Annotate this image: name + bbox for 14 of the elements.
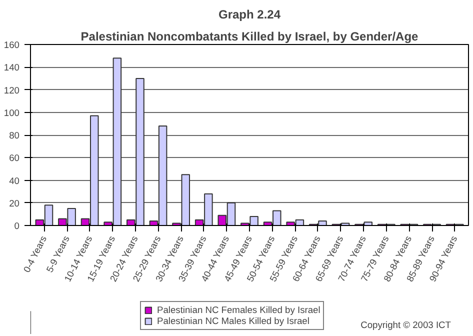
- legend-label: Palestinian NC Males Killed by Israel: [157, 316, 310, 326]
- y-tick-label: 120: [4, 85, 20, 96]
- y-tick-label: 40: [9, 176, 20, 186]
- chart-subtitle: Palestinian Noncombatants Killed by Israel, by Gender/Age: [80, 30, 419, 44]
- y-tick-label: 80: [9, 130, 20, 140]
- y-tick-label: 60: [9, 153, 20, 164]
- y-tick-label: 100: [4, 108, 20, 118]
- y-tick-label: 160: [4, 40, 20, 50]
- y-tick-label: 20: [9, 198, 20, 208]
- y-tick-label: 140: [4, 62, 20, 73]
- chart-title: Graph 2.24: [218, 8, 281, 22]
- text: Copyright © 2003 ICT: [360, 320, 452, 330]
- y-tick-label: 0: [14, 221, 20, 231]
- legend-label: Palestinian NC Females Killed by Israel: [157, 305, 320, 315]
